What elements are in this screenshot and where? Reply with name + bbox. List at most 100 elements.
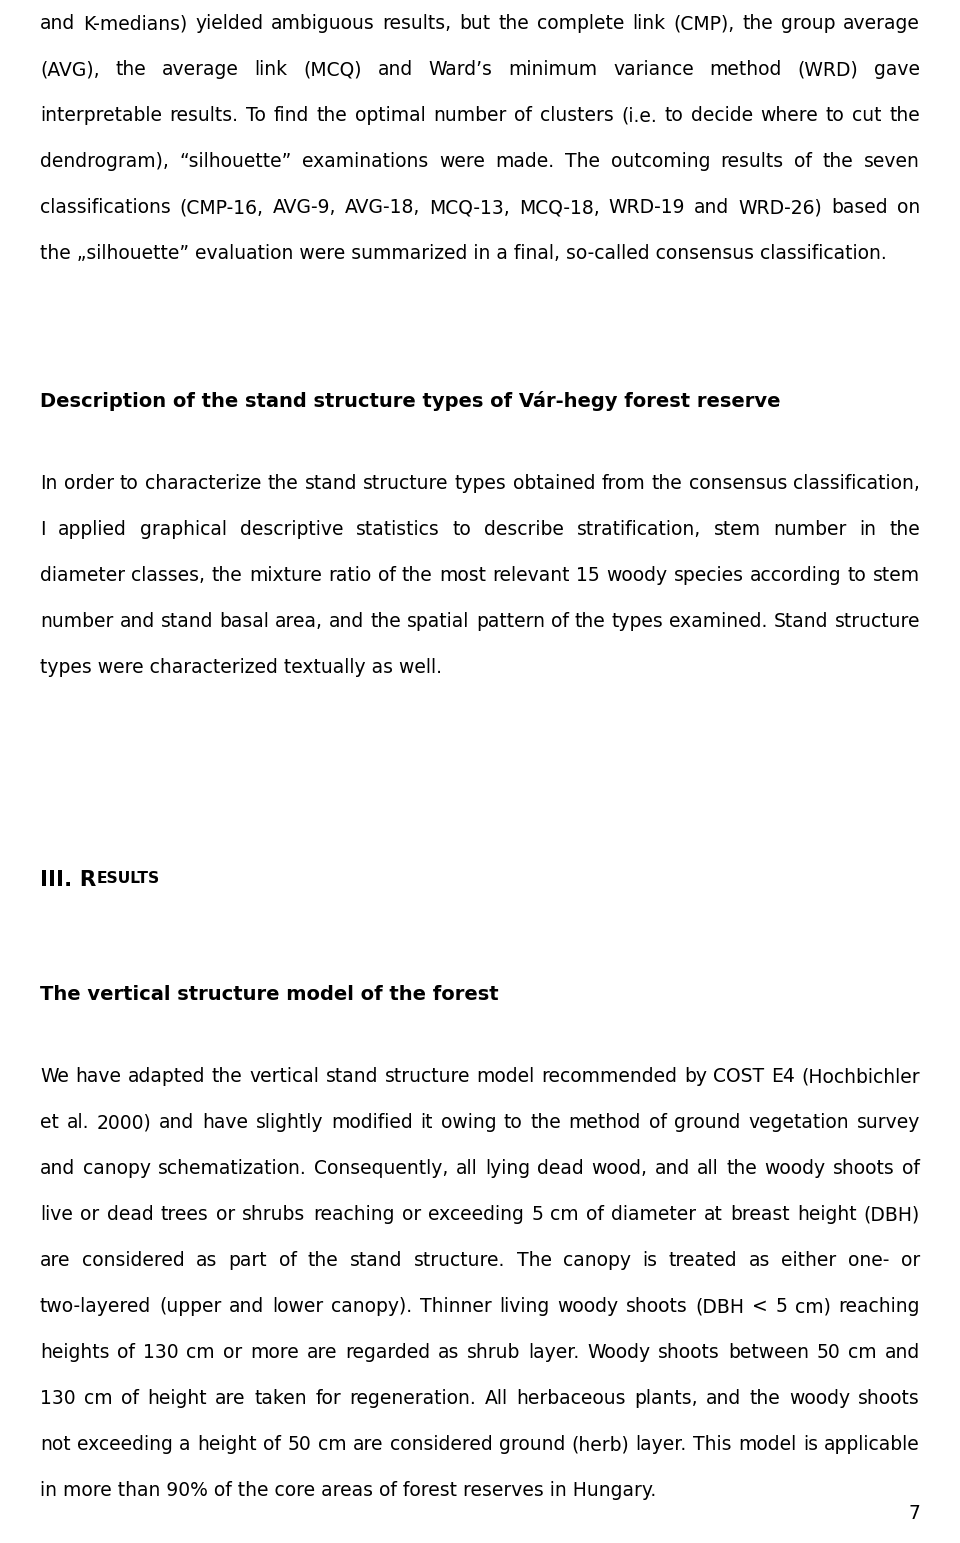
Text: (CMP),: (CMP), xyxy=(673,14,734,32)
Text: lower: lower xyxy=(272,1298,324,1316)
Text: wood,: wood, xyxy=(591,1159,647,1179)
Text: structure: structure xyxy=(385,1068,470,1086)
Text: mixture: mixture xyxy=(249,566,322,585)
Text: or: or xyxy=(80,1205,100,1225)
Text: Description of the stand structure types of Vár-hegy forest reserve: Description of the stand structure types… xyxy=(40,392,780,410)
Text: “silhouette”: “silhouette” xyxy=(180,153,292,171)
Text: cm: cm xyxy=(186,1344,215,1362)
Text: or: or xyxy=(216,1205,235,1225)
Text: of: of xyxy=(649,1114,666,1133)
Text: 130: 130 xyxy=(40,1389,76,1409)
Text: were: were xyxy=(439,153,485,171)
Text: The: The xyxy=(516,1251,552,1270)
Text: lying: lying xyxy=(485,1159,530,1179)
Text: stand: stand xyxy=(350,1251,402,1270)
Text: cut: cut xyxy=(852,106,881,125)
Text: exceeding: exceeding xyxy=(428,1205,524,1225)
Text: and: and xyxy=(40,1159,75,1179)
Text: or: or xyxy=(401,1205,420,1225)
Text: and: and xyxy=(329,613,365,631)
Text: consensus: consensus xyxy=(688,474,787,494)
Text: stand: stand xyxy=(304,474,357,494)
Text: or: or xyxy=(900,1251,920,1270)
Text: obtained: obtained xyxy=(513,474,595,494)
Text: III. R: III. R xyxy=(40,870,96,890)
Text: based: based xyxy=(831,198,888,218)
Text: as: as xyxy=(749,1251,770,1270)
Text: 15: 15 xyxy=(576,566,600,585)
Text: (WRD): (WRD) xyxy=(798,60,858,79)
Text: describe: describe xyxy=(484,520,564,539)
Text: woody: woody xyxy=(557,1298,618,1316)
Text: height: height xyxy=(147,1389,207,1409)
Text: the: the xyxy=(575,613,606,631)
Text: have: have xyxy=(202,1114,248,1133)
Text: cm: cm xyxy=(849,1344,876,1362)
Text: species: species xyxy=(674,566,744,585)
Text: reaching: reaching xyxy=(838,1298,920,1316)
Text: 130: 130 xyxy=(143,1344,179,1362)
Text: spatial: spatial xyxy=(407,613,469,631)
Text: 2000): 2000) xyxy=(97,1114,152,1133)
Text: types: types xyxy=(455,474,507,494)
Text: canopy: canopy xyxy=(563,1251,631,1270)
Text: regeneration.: regeneration. xyxy=(349,1389,476,1409)
Text: made.: made. xyxy=(495,153,555,171)
Text: link: link xyxy=(254,60,288,79)
Text: Stand: Stand xyxy=(774,613,828,631)
Text: are: are xyxy=(352,1435,383,1455)
Text: ground: ground xyxy=(674,1114,741,1133)
Text: average: average xyxy=(843,14,920,32)
Text: number: number xyxy=(40,613,113,631)
Text: cm): cm) xyxy=(795,1298,830,1316)
Text: stand: stand xyxy=(325,1068,378,1086)
Text: most: most xyxy=(439,566,486,585)
Text: (MCQ): (MCQ) xyxy=(303,60,362,79)
Text: recommended: recommended xyxy=(541,1068,678,1086)
Text: woody: woody xyxy=(764,1159,826,1179)
Text: more: more xyxy=(250,1344,299,1362)
Text: plants,: plants, xyxy=(634,1389,698,1409)
Text: AVG-18,: AVG-18, xyxy=(345,198,420,218)
Text: examined.: examined. xyxy=(669,613,768,631)
Text: a: a xyxy=(180,1435,191,1455)
Text: al.: al. xyxy=(66,1114,89,1133)
Text: the: the xyxy=(823,153,853,171)
Text: The vertical structure model of the forest: The vertical structure model of the fore… xyxy=(40,984,498,1003)
Text: one-: one- xyxy=(848,1251,889,1270)
Text: results.: results. xyxy=(170,106,239,125)
Text: stand: stand xyxy=(160,613,213,631)
Text: the: the xyxy=(212,1068,243,1086)
Text: descriptive: descriptive xyxy=(240,520,343,539)
Text: and: and xyxy=(694,198,730,218)
Text: in: in xyxy=(859,520,876,539)
Text: results: results xyxy=(721,153,784,171)
Text: E4: E4 xyxy=(771,1068,795,1086)
Text: and: and xyxy=(885,1344,920,1362)
Text: characterize: characterize xyxy=(145,474,261,494)
Text: area,: area, xyxy=(276,613,324,631)
Text: All: All xyxy=(485,1389,508,1409)
Text: 5: 5 xyxy=(776,1298,787,1316)
Text: stratification,: stratification, xyxy=(577,520,701,539)
Text: WRD-26): WRD-26) xyxy=(738,198,822,218)
Text: herbaceous: herbaceous xyxy=(516,1389,626,1409)
Text: considered: considered xyxy=(82,1251,184,1270)
Text: types: types xyxy=(612,613,663,631)
Text: the: the xyxy=(212,566,243,585)
Text: WRD-19: WRD-19 xyxy=(609,198,685,218)
Text: height: height xyxy=(197,1435,257,1455)
Text: et: et xyxy=(40,1114,59,1133)
Text: regarded: regarded xyxy=(345,1344,430,1362)
Text: seven: seven xyxy=(864,153,920,171)
Text: of: of xyxy=(551,613,569,631)
Text: minimum: minimum xyxy=(508,60,597,79)
Text: diameter: diameter xyxy=(40,566,125,585)
Text: Ward’s: Ward’s xyxy=(428,60,492,79)
Text: as: as xyxy=(438,1344,459,1362)
Text: ground: ground xyxy=(499,1435,565,1455)
Text: and: and xyxy=(40,14,75,32)
Text: by: by xyxy=(684,1068,707,1086)
Text: The: The xyxy=(565,153,600,171)
Text: the: the xyxy=(889,106,920,125)
